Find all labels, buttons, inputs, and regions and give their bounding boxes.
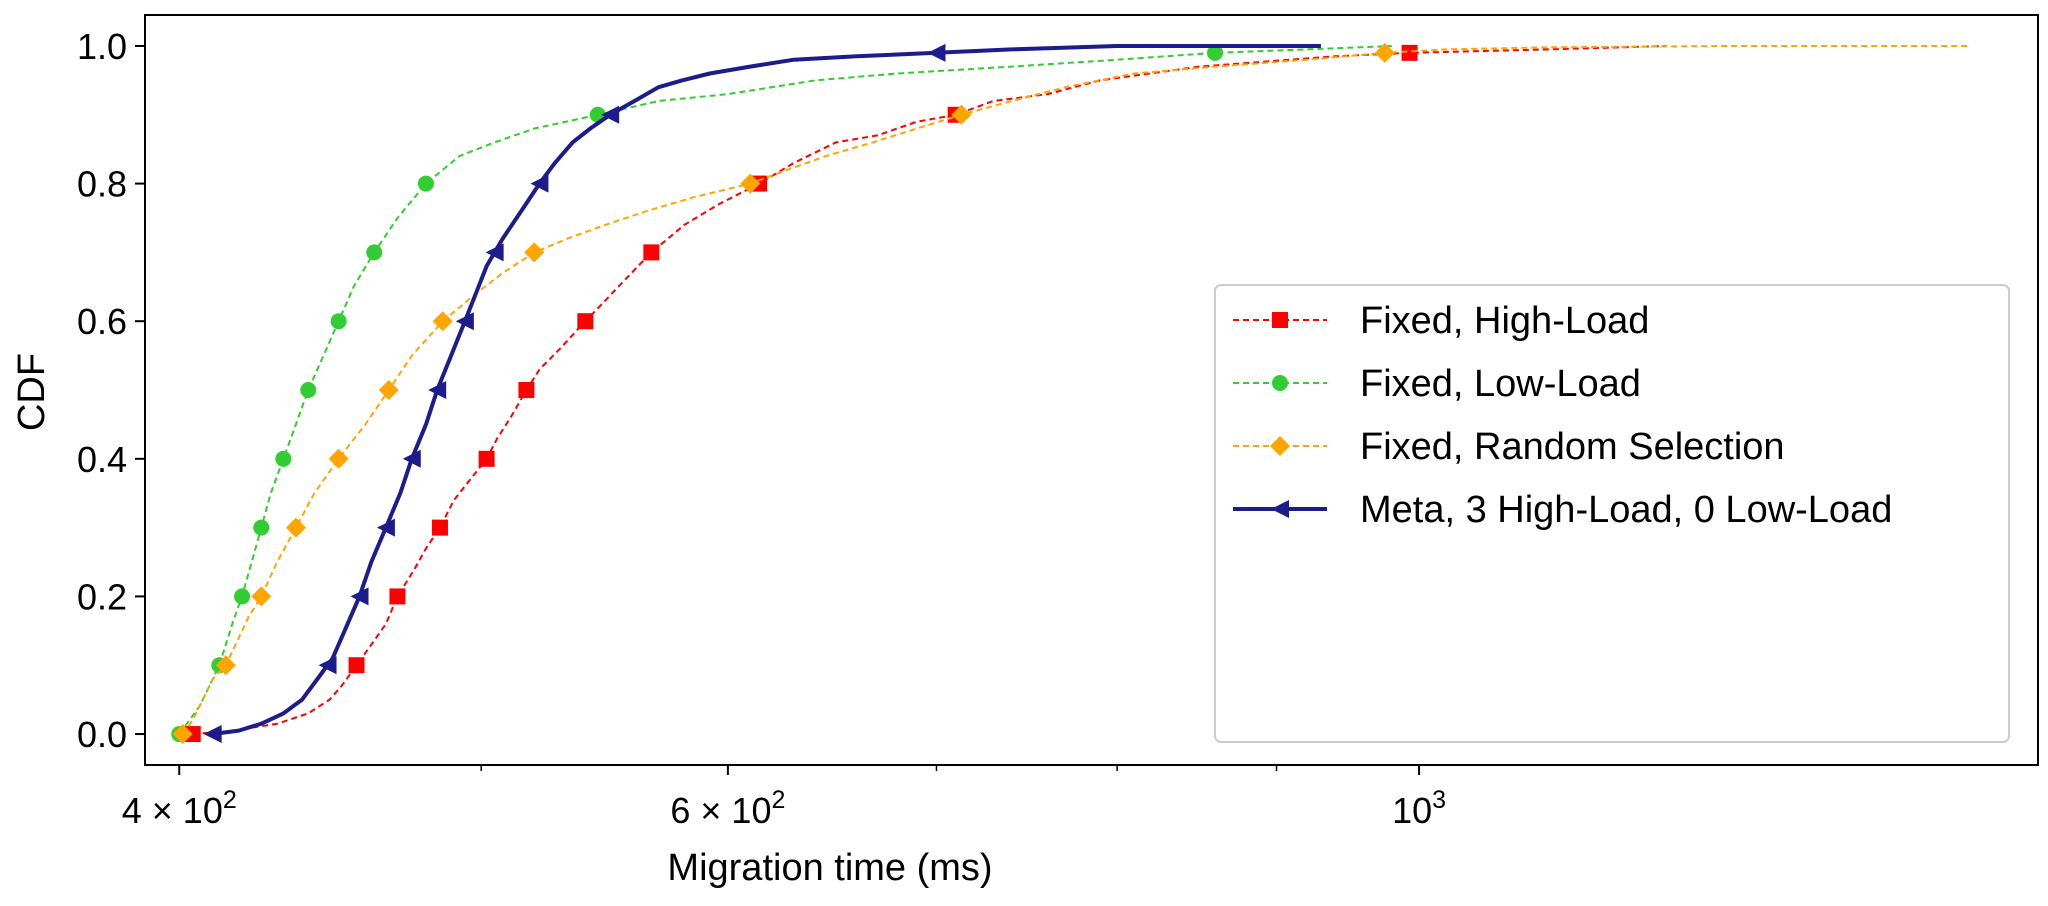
y-tick-label: 0.6 bbox=[77, 301, 127, 342]
legend-box bbox=[1214, 284, 2010, 743]
y-tick-label: 0.2 bbox=[77, 576, 127, 617]
legend-marker bbox=[1272, 312, 1288, 328]
data-marker-fixed-high-load bbox=[1401, 44, 1418, 61]
data-marker-fixed-random-selection bbox=[215, 655, 236, 676]
data-marker-fixed-low-load bbox=[1206, 44, 1223, 61]
data-marker-fixed-high-load bbox=[431, 519, 448, 536]
data-marker-meta-3-high-load-0-low-load bbox=[530, 174, 549, 193]
y-tick-label: 0.8 bbox=[77, 164, 127, 205]
data-marker-fixed-high-load bbox=[348, 657, 365, 674]
data-marker-fixed-random-selection bbox=[172, 724, 193, 745]
data-marker-meta-3-high-load-0-low-load bbox=[318, 656, 337, 675]
data-marker-fixed-high-load bbox=[643, 244, 660, 261]
legend-marker bbox=[1271, 500, 1289, 518]
data-marker-fixed-high-load bbox=[389, 588, 406, 605]
series-line-fixed-high-load bbox=[192, 45, 1666, 735]
data-marker-meta-3-high-load-0-low-load bbox=[455, 312, 474, 331]
y-tick-label: 0.4 bbox=[77, 439, 127, 480]
legend-label: Fixed, Random Selection bbox=[1360, 426, 1785, 468]
data-marker-fixed-low-load bbox=[300, 382, 317, 398]
data-marker-meta-3-high-load-0-low-load bbox=[376, 518, 395, 537]
data-marker-fixed-high-load bbox=[478, 450, 495, 467]
data-marker-fixed-random-selection bbox=[524, 242, 545, 263]
x-axis-label: Migration time (ms) bbox=[667, 847, 992, 889]
data-marker-meta-3-high-load-0-low-load bbox=[485, 243, 504, 262]
data-marker-fixed-random-selection bbox=[378, 380, 399, 400]
series-line-fixed-random-selection bbox=[181, 45, 1968, 735]
series-line-fixed-low-load bbox=[178, 45, 1392, 735]
x-tick-label: 6 × 102 bbox=[670, 786, 785, 831]
y-axis-label: CDF bbox=[11, 353, 53, 431]
data-marker-fixed-low-load bbox=[330, 313, 347, 330]
data-marker-fixed-high-load bbox=[184, 726, 201, 743]
axes-layer: 0.0 0.2 0.4 0.6 0.8 1.0 4 × 102 6 × 102 103 bbox=[77, 14, 2039, 831]
y-tick-label: 1.0 bbox=[77, 26, 127, 67]
x-tick-label: 4 × 102 bbox=[122, 786, 237, 831]
data-marker-fixed-low-load bbox=[275, 450, 292, 467]
data-marker-fixed-random-selection bbox=[251, 586, 272, 607]
data-marker-fixed-random-selection bbox=[740, 173, 761, 194]
series-fixed-low-load bbox=[171, 44, 1392, 743]
legend-marker bbox=[1270, 436, 1290, 456]
data-marker-fixed-high-load bbox=[577, 313, 594, 330]
data-marker-meta-3-high-load-0-low-load bbox=[350, 587, 369, 606]
legend-label: Fixed, Low-Load bbox=[1360, 363, 1641, 405]
legend-label: Fixed, High-Load bbox=[1360, 300, 1649, 342]
data-marker-fixed-low-load bbox=[253, 519, 270, 536]
legend-label: Meta, 3 High-Load, 0 Low-Load bbox=[1360, 489, 1892, 531]
data-marker-meta-3-high-load-0-low-load bbox=[428, 381, 447, 399]
data-marker-fixed-random-selection bbox=[328, 448, 349, 469]
legend-marker bbox=[1272, 375, 1288, 391]
data-marker-meta-3-high-load-0-low-load bbox=[402, 449, 421, 468]
series-meta-3-high-load-0-low-load bbox=[203, 43, 1321, 744]
data-marker-fixed-random-selection bbox=[285, 517, 306, 538]
data-marker-fixed-random-selection bbox=[432, 311, 453, 332]
data-marker-meta-3-high-load-0-low-load bbox=[601, 105, 620, 124]
data-marker-fixed-low-load bbox=[417, 175, 434, 192]
y-tick-label: 0.0 bbox=[77, 714, 127, 755]
legend: Fixed, High-Load Fixed, Low-Load Fixed, Ra… bbox=[1214, 284, 2010, 743]
x-tick-label: 103 bbox=[1392, 786, 1446, 831]
data-marker-meta-3-high-load-0-low-load bbox=[203, 725, 222, 744]
data-marker-meta-3-high-load-0-low-load bbox=[927, 43, 946, 62]
data-marker-fixed-random-selection bbox=[951, 104, 972, 125]
data-marker-fixed-high-load bbox=[518, 382, 535, 398]
plot-layer bbox=[171, 42, 1968, 745]
series-fixed-random-selection bbox=[172, 42, 1968, 745]
data-marker-fixed-low-load bbox=[234, 588, 251, 605]
data-marker-fixed-random-selection bbox=[1374, 42, 1395, 63]
data-marker-fixed-low-load bbox=[366, 244, 383, 261]
plot-frame bbox=[144, 14, 2039, 766]
